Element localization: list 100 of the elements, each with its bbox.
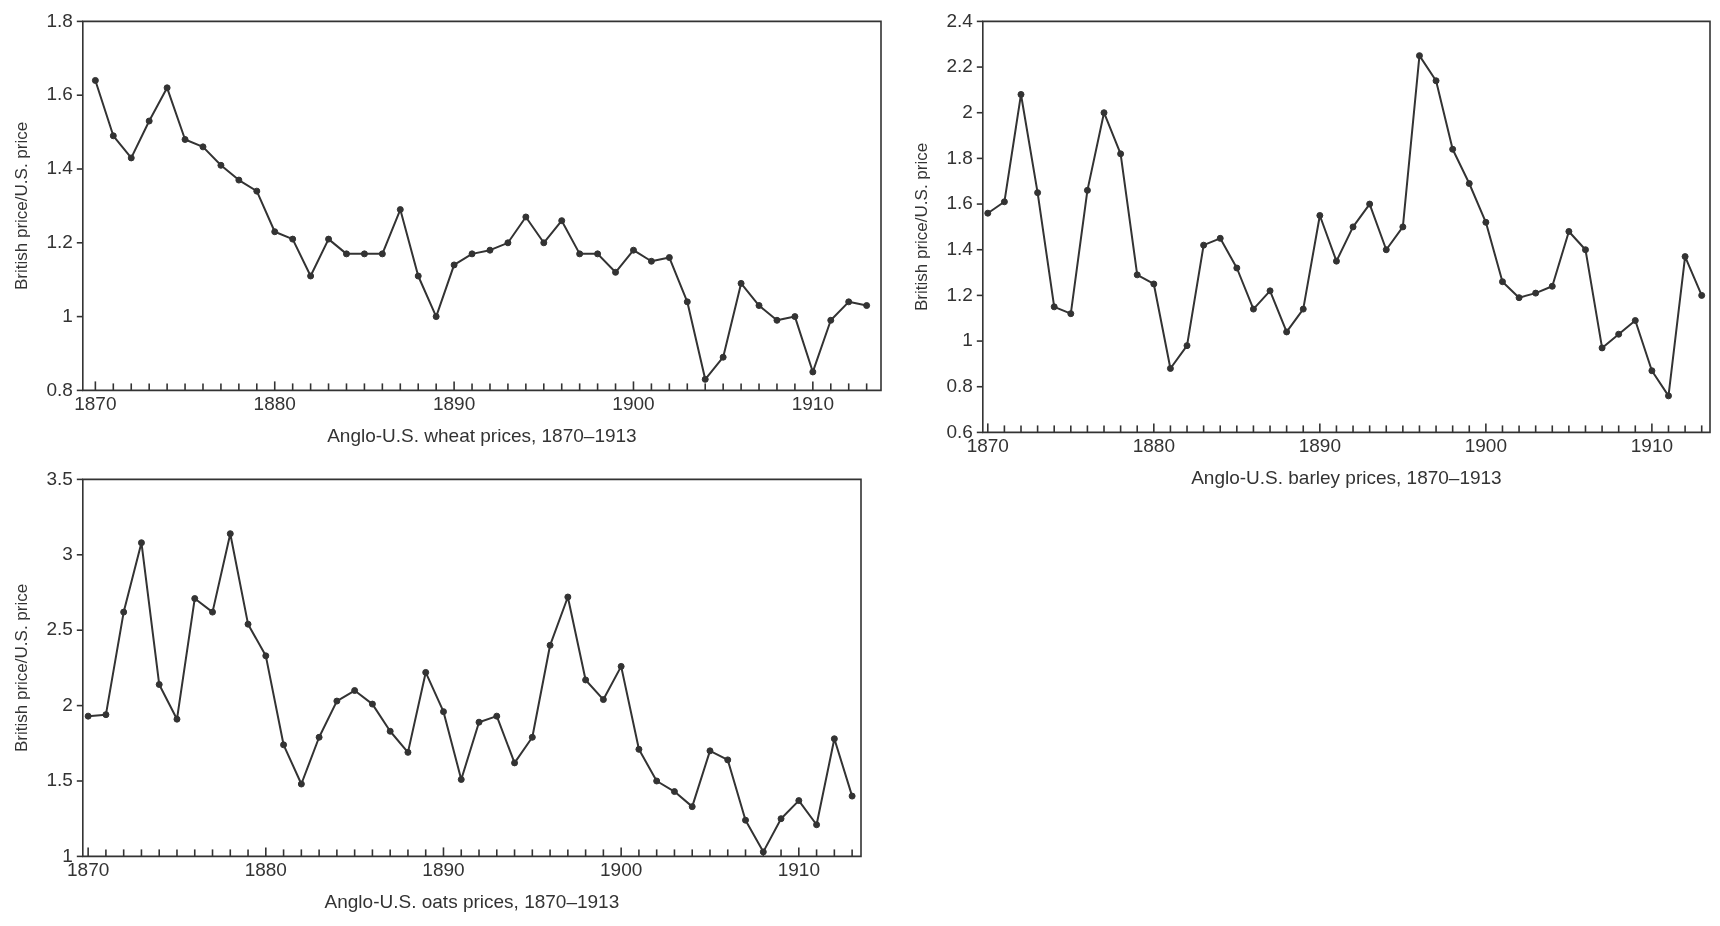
point bbox=[163, 84, 171, 92]
point bbox=[688, 803, 696, 811]
point bbox=[706, 747, 714, 755]
y-tick-label: 0.8 bbox=[46, 378, 73, 400]
point bbox=[468, 250, 476, 258]
x-tick-label: 1910 bbox=[1630, 435, 1674, 457]
point bbox=[528, 733, 536, 741]
y-tick-label: 1.4 bbox=[46, 157, 74, 179]
point bbox=[209, 608, 217, 616]
point bbox=[629, 246, 637, 254]
point bbox=[102, 711, 110, 719]
point bbox=[351, 687, 359, 695]
point bbox=[386, 727, 394, 735]
y-tick-label: 1.6 bbox=[946, 192, 973, 214]
x-tick-label: 1880 bbox=[253, 393, 296, 415]
point bbox=[827, 316, 835, 324]
point bbox=[1498, 278, 1506, 286]
point bbox=[576, 250, 584, 258]
x-tick-label: 1880 bbox=[1132, 435, 1175, 457]
point bbox=[1482, 218, 1490, 226]
y-tick-label: 1.2 bbox=[46, 231, 73, 253]
point bbox=[127, 154, 135, 162]
point bbox=[1200, 241, 1208, 249]
x-tick-label: 1900 bbox=[612, 393, 655, 415]
x-tick-label: 1890 bbox=[422, 859, 465, 881]
point bbox=[773, 316, 781, 324]
point bbox=[1166, 364, 1174, 372]
point bbox=[84, 712, 92, 720]
y-tick-label: 2 bbox=[62, 693, 73, 715]
x-tick-label: 1890 bbox=[432, 393, 476, 415]
point bbox=[235, 176, 243, 184]
point bbox=[493, 712, 501, 720]
point bbox=[173, 715, 181, 723]
point bbox=[1017, 90, 1025, 98]
y-tick-label: 1.5 bbox=[46, 769, 73, 791]
point bbox=[289, 235, 297, 243]
point bbox=[1067, 310, 1075, 318]
point bbox=[665, 254, 673, 262]
point bbox=[653, 777, 661, 785]
point bbox=[1216, 234, 1224, 242]
point bbox=[1681, 253, 1689, 261]
point bbox=[226, 530, 234, 538]
point bbox=[617, 662, 625, 670]
point bbox=[612, 268, 620, 276]
point bbox=[719, 353, 727, 361]
point bbox=[325, 235, 333, 243]
point bbox=[540, 239, 548, 247]
point bbox=[1698, 291, 1706, 299]
point bbox=[1332, 257, 1340, 265]
point bbox=[1581, 246, 1589, 254]
point bbox=[1565, 227, 1573, 235]
point bbox=[683, 298, 691, 306]
point bbox=[830, 735, 838, 743]
point bbox=[1382, 246, 1390, 254]
point bbox=[244, 620, 252, 628]
y-tick-label: 1.8 bbox=[946, 146, 973, 168]
point bbox=[333, 697, 341, 705]
point bbox=[742, 816, 750, 824]
y-tick-label: 3.5 bbox=[46, 467, 73, 489]
point bbox=[1249, 305, 1257, 313]
point bbox=[315, 733, 323, 741]
y-tick-label: 1.2 bbox=[946, 283, 973, 305]
x-tick-label: 1900 bbox=[600, 859, 643, 881]
point bbox=[1150, 280, 1158, 288]
point bbox=[755, 302, 763, 310]
point bbox=[217, 161, 225, 169]
point bbox=[378, 250, 386, 258]
point bbox=[271, 228, 279, 236]
point bbox=[404, 748, 412, 756]
point bbox=[1034, 189, 1042, 197]
point bbox=[145, 117, 153, 125]
point bbox=[1449, 145, 1457, 153]
point bbox=[414, 272, 422, 280]
point bbox=[450, 261, 458, 269]
point bbox=[1366, 200, 1374, 208]
point bbox=[845, 298, 853, 306]
y-axis-title: British price/U.S. price bbox=[11, 583, 31, 752]
point bbox=[1432, 77, 1440, 85]
y-tick-label: 2 bbox=[962, 100, 973, 122]
point bbox=[1299, 305, 1307, 313]
y-tick-label: 1.8 bbox=[46, 9, 73, 31]
point bbox=[475, 718, 483, 726]
x-tick-label: 1900 bbox=[1464, 435, 1508, 457]
point bbox=[1233, 264, 1241, 272]
point bbox=[724, 756, 732, 764]
point bbox=[360, 250, 368, 258]
point bbox=[120, 608, 128, 616]
point bbox=[647, 257, 655, 265]
point bbox=[1133, 271, 1141, 279]
point bbox=[1050, 303, 1058, 311]
point bbox=[1532, 289, 1540, 297]
point bbox=[1316, 211, 1324, 219]
point bbox=[701, 375, 709, 383]
y-tick-label: 1 bbox=[962, 329, 973, 351]
point bbox=[1183, 342, 1191, 350]
point bbox=[1415, 52, 1423, 60]
point bbox=[253, 187, 261, 195]
point bbox=[522, 213, 530, 221]
point bbox=[1598, 344, 1606, 352]
point bbox=[91, 76, 99, 84]
